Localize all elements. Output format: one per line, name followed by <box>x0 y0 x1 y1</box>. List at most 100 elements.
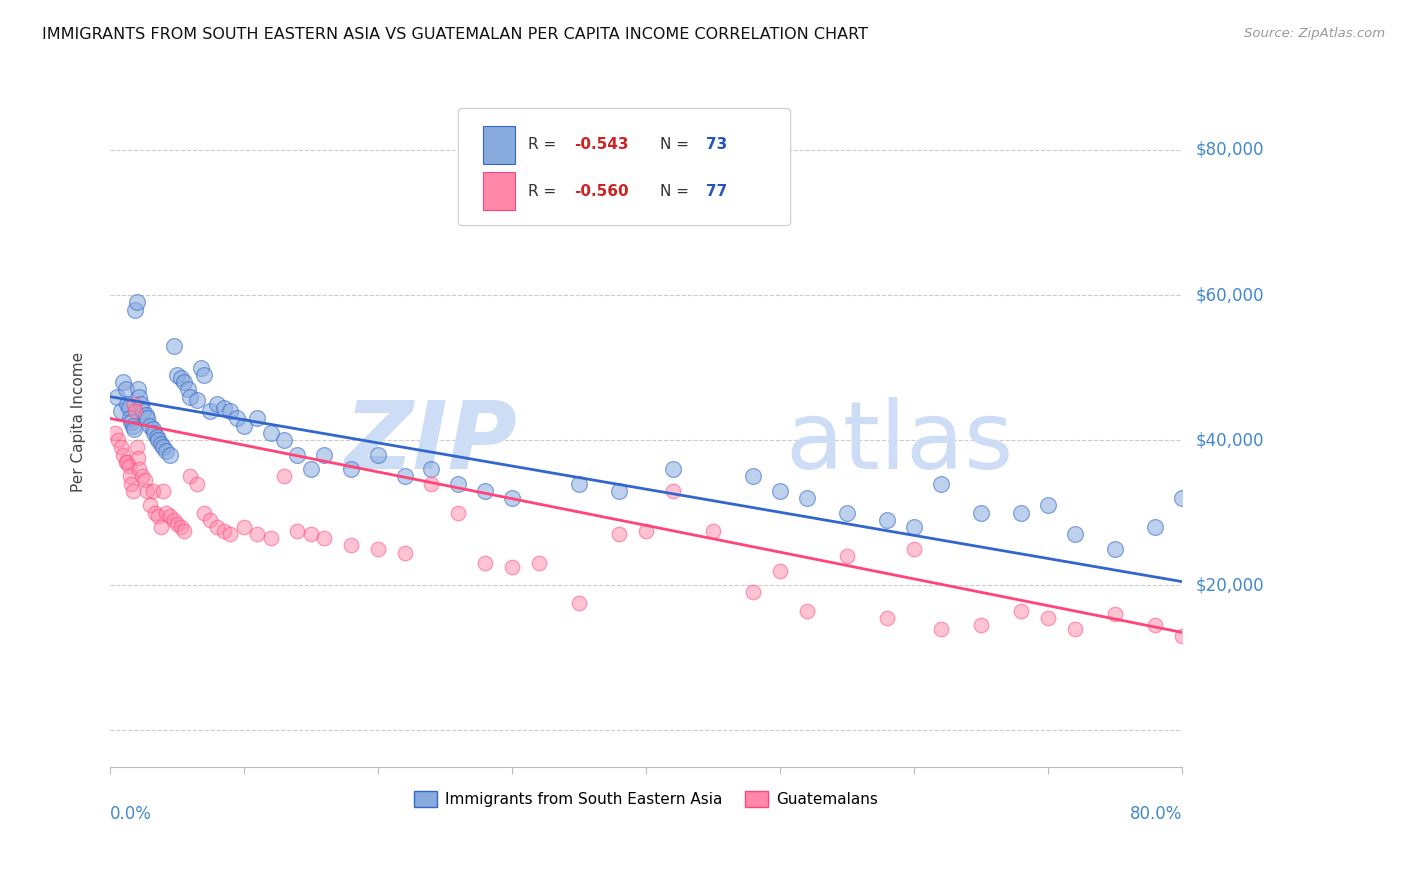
Point <box>115 455 138 469</box>
FancyBboxPatch shape <box>482 172 515 211</box>
Point <box>367 541 389 556</box>
Point <box>176 383 198 397</box>
Point <box>152 483 174 498</box>
Point <box>1372 625 1395 640</box>
Point <box>125 295 148 310</box>
Point <box>1063 527 1085 541</box>
Text: 0.0%: 0.0% <box>110 805 152 823</box>
Point <box>186 393 208 408</box>
Point <box>112 448 135 462</box>
Text: atlas: atlas <box>786 397 1014 489</box>
Point <box>149 437 172 451</box>
Point <box>1305 615 1327 629</box>
Point <box>117 458 139 473</box>
Point <box>200 513 222 527</box>
Point <box>447 506 470 520</box>
Point <box>246 527 269 541</box>
Text: -0.560: -0.560 <box>574 184 628 199</box>
Text: 80.0%: 80.0% <box>1129 805 1182 823</box>
Point <box>219 404 242 418</box>
Point <box>273 433 295 447</box>
Text: -0.543: -0.543 <box>574 137 628 153</box>
Point <box>340 538 363 552</box>
Point <box>118 411 141 425</box>
Point <box>135 408 157 422</box>
Text: $60,000: $60,000 <box>1197 286 1264 304</box>
Point <box>246 411 269 425</box>
Point <box>1278 618 1301 632</box>
Point <box>173 524 195 538</box>
Point <box>420 462 443 476</box>
Point <box>1036 611 1059 625</box>
Point <box>136 483 159 498</box>
Point <box>132 404 155 418</box>
Point <box>260 425 283 440</box>
Point <box>155 444 177 458</box>
Text: N =: N = <box>659 137 693 153</box>
Point <box>145 506 167 520</box>
Point <box>179 390 201 404</box>
Point <box>232 520 254 534</box>
Point <box>163 513 186 527</box>
Point <box>139 499 162 513</box>
Point <box>124 302 146 317</box>
Point <box>122 422 145 436</box>
Point <box>205 520 228 534</box>
Point <box>1104 541 1126 556</box>
FancyBboxPatch shape <box>482 126 515 164</box>
Point <box>200 404 222 418</box>
Point <box>143 425 166 440</box>
Text: $80,000: $80,000 <box>1197 141 1264 159</box>
Point <box>142 483 165 498</box>
Point <box>273 469 295 483</box>
Point <box>314 448 336 462</box>
Point <box>1063 622 1085 636</box>
Point <box>173 375 195 389</box>
Point <box>568 596 591 610</box>
Point <box>107 433 129 447</box>
Point <box>929 476 952 491</box>
Point <box>299 462 322 476</box>
Point <box>1171 629 1194 643</box>
Point <box>104 425 127 440</box>
Point <box>1198 549 1220 564</box>
Point <box>447 476 470 491</box>
Text: IMMIGRANTS FROM SOUTH EASTERN ASIA VS GUATEMALAN PER CAPITA INCOME CORRELATION C: IMMIGRANTS FROM SOUTH EASTERN ASIA VS GU… <box>42 27 868 42</box>
Point <box>146 433 169 447</box>
Point <box>129 397 152 411</box>
Text: $20,000: $20,000 <box>1197 576 1264 594</box>
Point <box>186 476 208 491</box>
Point <box>340 462 363 476</box>
Point <box>474 483 496 498</box>
FancyBboxPatch shape <box>458 109 790 226</box>
Point <box>219 527 242 541</box>
Point <box>212 401 235 415</box>
Point <box>568 476 591 491</box>
Point <box>226 411 249 425</box>
Point <box>1144 520 1167 534</box>
Point <box>876 513 898 527</box>
Point <box>121 483 143 498</box>
Point <box>155 506 177 520</box>
Point <box>179 469 201 483</box>
Point <box>139 418 162 433</box>
Text: R =: R = <box>529 137 561 153</box>
Legend: Immigrants from South Eastern Asia, Guatemalans: Immigrants from South Eastern Asia, Guat… <box>415 791 877 807</box>
Point <box>796 491 818 506</box>
Point <box>1104 607 1126 622</box>
Point <box>299 527 322 541</box>
Point <box>120 415 142 429</box>
Point <box>163 339 186 353</box>
Point <box>796 604 818 618</box>
Text: Source: ZipAtlas.com: Source: ZipAtlas.com <box>1244 27 1385 40</box>
Point <box>127 383 149 397</box>
Point <box>260 531 283 545</box>
Point <box>124 404 146 418</box>
Point <box>929 622 952 636</box>
Point <box>149 520 172 534</box>
Point <box>527 557 550 571</box>
Point <box>170 371 193 385</box>
Point <box>127 451 149 466</box>
Point <box>314 531 336 545</box>
Point <box>1237 611 1260 625</box>
